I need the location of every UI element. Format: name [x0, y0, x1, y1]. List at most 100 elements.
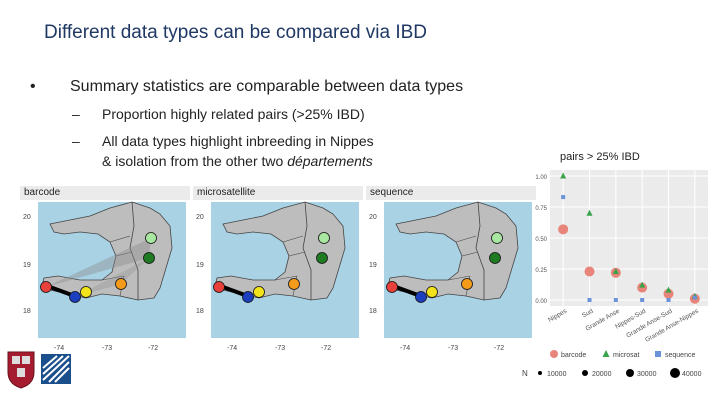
- site-marker: [489, 252, 501, 264]
- site-marker: [253, 286, 265, 298]
- site-marker: [213, 281, 225, 293]
- x-tick-label: -73: [102, 345, 112, 352]
- legend-key-sequence: [655, 351, 661, 357]
- sub-dash: –: [72, 133, 80, 149]
- slide-title: Different data types can be compared via…: [44, 22, 428, 43]
- data-point-microsat: [586, 209, 593, 216]
- data-point-microsat: [560, 172, 567, 179]
- data-point-sequence: [561, 195, 566, 200]
- harvard-shield-logo: [6, 350, 36, 395]
- bullet-main-text: Summary statistics are comparable betwee…: [70, 78, 464, 95]
- data-point-microsat: [639, 281, 646, 288]
- haiti-map: 20 19 18 -74 -73 -72: [369, 201, 532, 352]
- data-point-barcode: [558, 224, 569, 235]
- legend-key-barcode: [550, 350, 558, 358]
- y-tick-label: 20: [23, 214, 31, 221]
- ibd-links: [75, 258, 149, 297]
- site-marker: [80, 286, 92, 298]
- x-tick-label: -73: [275, 345, 285, 352]
- size-legend-dot: [670, 368, 680, 378]
- sub-bullet-2-text-cont: & isolation from the other two: [102, 153, 288, 169]
- site-marker: [415, 291, 427, 303]
- y-tick-label: 19: [196, 262, 204, 269]
- size-legend-label: 20000: [592, 371, 612, 378]
- data-point-barcode: [663, 288, 674, 299]
- site-marker: [115, 278, 127, 290]
- ibd-links: [46, 238, 151, 287]
- y-tick-label: 0.75: [535, 206, 547, 212]
- department-borders: [447, 235, 479, 297]
- site-marker: [145, 232, 157, 244]
- sub-bullet-2-text: All data types highlight inbreeding in N…: [102, 133, 374, 149]
- size-legend-dot: [582, 370, 588, 376]
- legend-key-microsat: [602, 350, 610, 357]
- y-tick-label: 18: [23, 308, 31, 315]
- map-panel-barcode: barcode 20 19 18 -74 -73 -72: [20, 186, 190, 361]
- x-tick-label: -74: [54, 345, 64, 352]
- site-marker: [318, 232, 330, 244]
- sub-dash: –: [72, 106, 80, 122]
- data-point-sequence: [613, 298, 618, 302]
- department-borders: [101, 235, 133, 297]
- x-tick-label: -72: [321, 345, 331, 352]
- size-legend-label: 10000: [547, 371, 567, 378]
- size-legend-dot: [538, 371, 542, 375]
- x-tick-label: -72: [494, 345, 504, 352]
- y-tick-label: 18: [369, 308, 377, 315]
- border-line: [475, 201, 485, 300]
- site-marker: [386, 281, 398, 293]
- map-panel-microsatellite: microsatellite 20 19 18 -74 -73 -72: [193, 186, 363, 361]
- data-point-sequence: [587, 298, 592, 302]
- y-tick-label: 0.50: [535, 237, 547, 243]
- size-legend-label: 30000: [637, 371, 657, 378]
- y-tick-label: 19: [23, 262, 31, 269]
- site-marker: [288, 278, 300, 290]
- legend-label: barcode: [561, 352, 586, 359]
- x-tick-label: -72: [148, 345, 158, 352]
- site-marker: [40, 281, 52, 293]
- data-point-barcode: [584, 266, 595, 277]
- site-marker: [461, 278, 473, 290]
- y-tick-label: 0.25: [535, 268, 547, 274]
- x-tick-label: -74: [227, 345, 237, 352]
- legend-label: microsat: [613, 352, 640, 359]
- y-tick-label: 19: [369, 262, 377, 269]
- border-line: [129, 201, 139, 300]
- pairs-chart: pairs > 25% IBD 1.00 0.75 0.50 0.25 0.00 Nipp…: [520, 148, 720, 388]
- site-marker: [242, 291, 254, 303]
- x-tick-label: Sud: [581, 307, 595, 319]
- site-marker: [316, 252, 328, 264]
- sub-bullet-2-continued: & isolation from the other two départeme…: [102, 153, 373, 169]
- x-tick-label: -73: [448, 345, 458, 352]
- size-legend-dot: [626, 369, 634, 377]
- panel-title: barcode: [20, 186, 190, 200]
- sub-bullet-1-text: Proportion highly related pairs (>25% IB…: [102, 106, 365, 122]
- panel-title: microsatellite: [193, 186, 363, 200]
- y-tick-label: 1.00: [535, 175, 547, 181]
- x-tick-label: -74: [400, 345, 410, 352]
- data-point-microsat: [612, 267, 619, 274]
- size-legend-title: N: [522, 369, 528, 378]
- data-point-sequence: [640, 298, 645, 302]
- map-panel-sequence: sequence 20 19 18 -74 -73 -72: [366, 186, 536, 361]
- y-tick-label: 20: [369, 214, 377, 221]
- haiti-map: 20 19 18 -74 -73 -72: [196, 201, 359, 352]
- departements-word: départements: [287, 153, 373, 169]
- y-tick-label: 18: [196, 308, 204, 315]
- chart-title: pairs > 25% IBD: [560, 151, 640, 163]
- site-marker: [426, 286, 438, 298]
- border-line: [302, 201, 312, 300]
- y-tick-label: 0.00: [535, 299, 547, 305]
- data-point-sequence: [666, 298, 671, 302]
- data-point-microsat: [665, 286, 672, 293]
- broad-institute-logo: [40, 350, 72, 395]
- haiti-map: 20 19 18 -74 -73 -72: [23, 201, 186, 352]
- bullet-symbol: •: [30, 78, 36, 95]
- y-tick-label: 20: [196, 214, 204, 221]
- x-tick-label: Nippes: [547, 307, 569, 324]
- size-legend-label: 40000: [682, 371, 702, 378]
- site-marker: [491, 232, 503, 244]
- department-borders: [274, 235, 306, 297]
- site-marker: [143, 252, 155, 264]
